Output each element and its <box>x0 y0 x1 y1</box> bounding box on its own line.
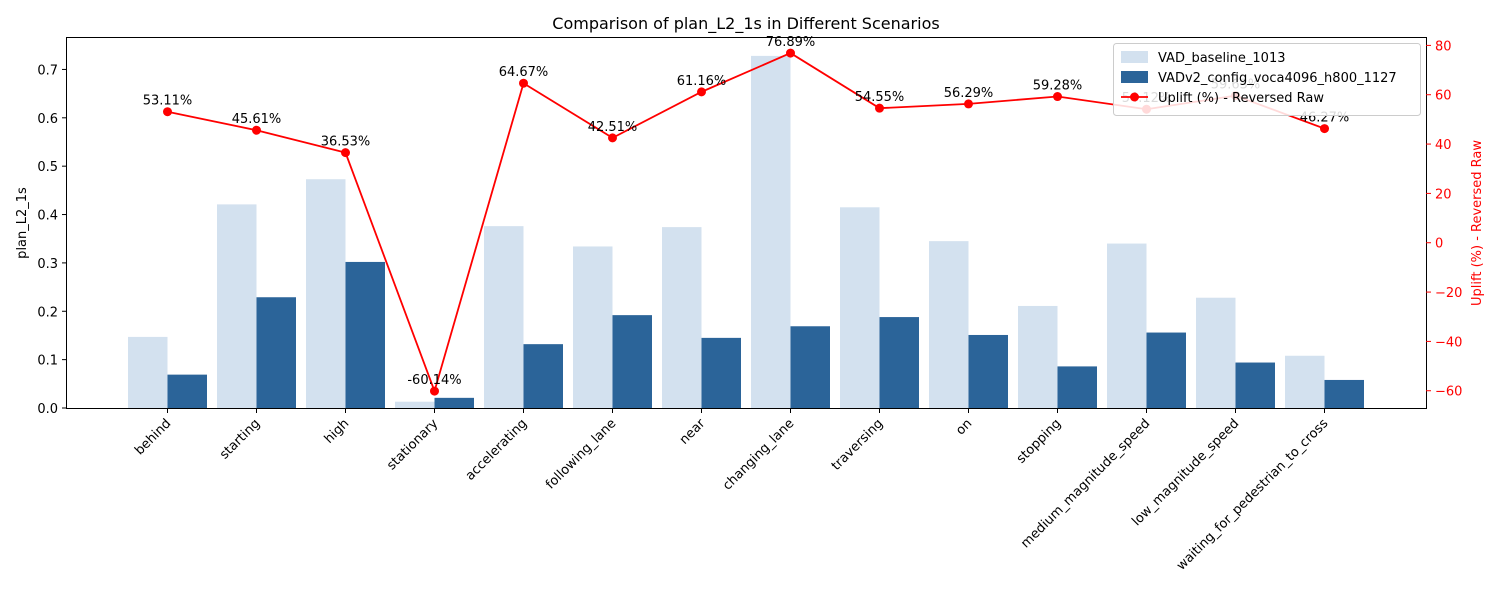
uplift-point-traversing <box>875 103 884 113</box>
x-tick-label-behind: behind <box>132 416 174 458</box>
uplift-label-changing_lane: 76.89% <box>766 35 816 50</box>
legend: VAD_baseline_1013 VADv2_config_voca4096_h… <box>1113 43 1421 116</box>
y-tick-label: 0.2 <box>37 305 58 320</box>
y-tick-label: 0.7 <box>37 63 58 78</box>
bar-baseline-starting <box>217 204 257 408</box>
y2-tick-label: 20 <box>1435 187 1452 202</box>
bar-baseline-traversing <box>840 207 880 408</box>
legend-box <box>1113 43 1421 116</box>
x-tick-label-near: near <box>677 416 709 448</box>
y-axis-label: plan_L2_1s <box>15 187 30 259</box>
bar-v2-medium_magnitude_speed <box>1146 332 1186 408</box>
bar-baseline-accelerating <box>484 226 524 408</box>
uplift-point-starting <box>252 125 261 135</box>
uplift-label-stationary: -60.14% <box>407 373 461 388</box>
y-tick-label: 0.0 <box>37 402 58 417</box>
legend-swatch-baseline <box>1121 51 1148 63</box>
uplift-point-changing_lane <box>786 48 795 58</box>
y2-tick-label: 40 <box>1435 138 1452 153</box>
uplift-point-stationary <box>430 386 439 396</box>
legend-label-v2: VADv2_config_voca4096_h800_1127 <box>1158 71 1397 86</box>
y2-axis-label: Uplift (%) - Reversed Raw <box>1470 140 1485 306</box>
bar-baseline-waiting_for_pedestrian_to_cross <box>1285 355 1325 408</box>
bar-baseline-behind <box>128 336 168 408</box>
uplift-label-starting: 45.61% <box>232 112 282 127</box>
plot-frame <box>66 37 1427 409</box>
x-tick-label-accelerating: accelerating <box>463 416 530 483</box>
uplift-label-high: 36.53% <box>321 135 371 150</box>
uplift-point-high <box>341 148 350 158</box>
bar-v2-accelerating <box>523 344 563 408</box>
bar-v2-stopping <box>1057 366 1097 408</box>
bar-baseline-near <box>662 227 702 408</box>
uplift-point-behind <box>163 107 172 117</box>
bar-baseline-low_magnitude_speed <box>1196 297 1236 408</box>
legend-swatch-uplift-marker <box>1130 92 1139 102</box>
bar-baseline-stationary <box>395 401 435 408</box>
bar-v2-stationary <box>434 397 474 408</box>
bar-v2-low_magnitude_speed <box>1235 362 1275 408</box>
uplift-point-on <box>964 99 973 109</box>
uplift-label-near: 61.16% <box>677 74 727 89</box>
uplift-point-stopping <box>1053 92 1062 102</box>
uplift-point-following_lane <box>608 133 617 143</box>
bar-v2-behind <box>167 374 207 408</box>
y-tick-label: 0.3 <box>37 257 58 272</box>
chart-title: Comparison of plan_L2_1s in Different Sc… <box>552 14 939 34</box>
y2-tick-label: −60 <box>1435 385 1462 400</box>
uplift-label-traversing: 54.55% <box>855 90 905 105</box>
uplift-point-accelerating <box>519 78 528 88</box>
left-axis: 0.0 0.1 0.2 0.3 0.4 0.5 0.6 0.7 <box>37 63 67 417</box>
bar-v2-near <box>701 337 741 408</box>
bar-baseline-medium_magnitude_speed <box>1107 243 1147 408</box>
bar-v2-high <box>345 261 385 408</box>
bar-v2-on <box>968 334 1008 408</box>
uplift-label-stopping: 59.28% <box>1033 79 1083 94</box>
y-tick-label: 0.1 <box>37 354 58 369</box>
bar-baseline-stopping <box>1018 305 1058 408</box>
baseline-bars <box>128 55 1325 409</box>
y2-tick-label: 0 <box>1435 237 1443 252</box>
x-tick-label-changing_lane: changing_lane <box>720 416 797 493</box>
bar-baseline-on <box>929 241 969 408</box>
y-tick-label: 0.4 <box>37 209 58 224</box>
uplift-label-following_lane: 42.51% <box>588 120 638 135</box>
uplift-label-behind: 53.11% <box>143 94 193 109</box>
bar-v2-starting <box>256 297 296 408</box>
bar-v2-changing_lane <box>790 326 830 408</box>
bar-baseline-high <box>306 179 346 408</box>
legend-swatch-v2 <box>1121 71 1148 83</box>
v2-bars <box>167 261 1364 408</box>
y2-tick-label: 80 <box>1435 39 1452 54</box>
bar-v2-waiting_for_pedestrian_to_cross <box>1324 379 1364 408</box>
x-tick-label-high: high <box>322 416 353 447</box>
legend-label-uplift: Uplift (%) - Reversed Raw <box>1158 91 1324 106</box>
x-tick-label-traversing: traversing <box>829 416 887 474</box>
y2-tick-label: −40 <box>1435 335 1462 350</box>
uplift-point-waiting_for_pedestrian_to_cross <box>1320 124 1329 134</box>
x-tick-label-stopping: stopping <box>1014 416 1065 467</box>
x-tick-label-stationary: stationary <box>384 416 441 473</box>
bar-v2-traversing <box>879 317 919 408</box>
x-tick-label-starting: starting <box>217 416 263 462</box>
bar-v2-following_lane <box>612 315 652 408</box>
uplift-label-on: 56.29% <box>944 86 994 101</box>
uplift-label-accelerating: 64.67% <box>499 65 549 80</box>
legend-label-baseline: VAD_baseline_1013 <box>1158 51 1286 66</box>
bar-baseline-changing_lane <box>751 55 791 409</box>
y2-tick-label: 60 <box>1435 89 1452 104</box>
x-tick-label-on: on <box>953 416 975 438</box>
x-tick-label-following_lane: following_lane <box>543 416 619 492</box>
right-axis: −60 −40 −20 0 20 40 60 80 <box>1426 39 1462 400</box>
uplift-point-near <box>697 87 706 97</box>
x-axis: behind starting high stationary accelerating… <box>132 408 1331 574</box>
y2-tick-label: −20 <box>1435 286 1462 301</box>
x-tick-label-waiting_for_pedestrian_to_cross: waiting_for_pedestrian_to_cross <box>1174 416 1332 574</box>
y-tick-label: 0.5 <box>37 160 58 175</box>
bar-baseline-following_lane <box>573 246 613 408</box>
y-tick-label: 0.6 <box>37 112 58 127</box>
